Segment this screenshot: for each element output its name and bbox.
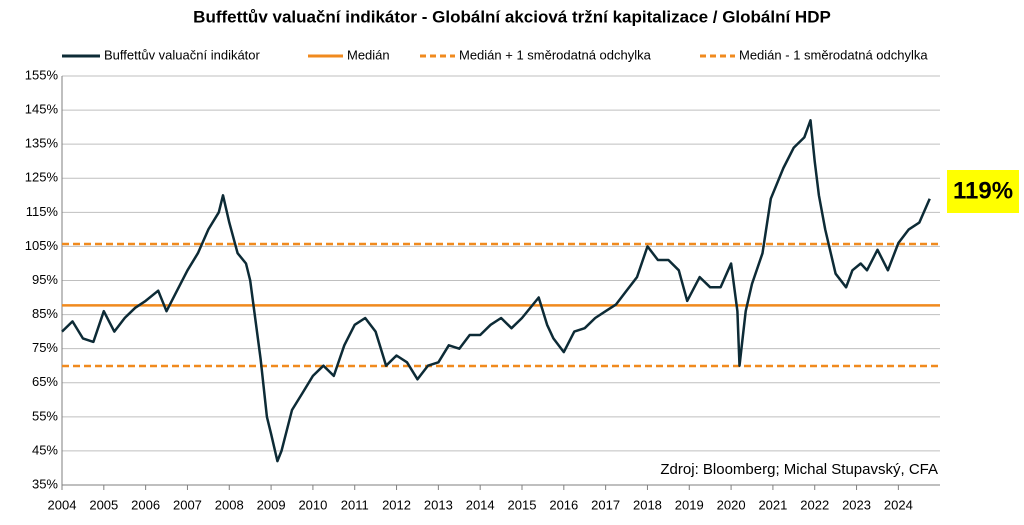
x-tick-label: 2007: [173, 497, 202, 512]
x-tick-label: 2014: [466, 497, 495, 512]
x-tick-label: 2021: [758, 497, 787, 512]
legend-label: Medián - 1 směrodatná odchylka: [739, 47, 928, 62]
x-tick-label: 2015: [508, 497, 537, 512]
x-tick-label: 2024: [884, 497, 913, 512]
y-tick-label: 85%: [32, 306, 58, 321]
x-tick-label: 2022: [800, 497, 829, 512]
source-note: Zdroj: Bloomberg; Michal Stupavský, CFA: [660, 461, 938, 478]
y-tick-label: 135%: [25, 136, 59, 151]
legend-label: Medián + 1 směrodatná odchylka: [459, 47, 652, 62]
x-tick-label: 2012: [382, 497, 411, 512]
y-tick-label: 65%: [32, 374, 58, 389]
y-tick-label: 45%: [32, 442, 58, 457]
legend-label: Buffettův valuační indikátor: [104, 47, 261, 62]
x-tick-label: 2020: [717, 497, 746, 512]
y-tick-label: 75%: [32, 340, 58, 355]
y-tick-label: 125%: [25, 170, 59, 185]
y-tick-label: 155%: [25, 67, 59, 82]
x-tick-label: 2006: [131, 497, 160, 512]
x-tick-label: 2023: [842, 497, 871, 512]
legend-label: Medián: [347, 47, 390, 62]
x-tick-label: 2005: [89, 497, 118, 512]
x-tick-label: 2009: [257, 497, 286, 512]
y-tick-label: 145%: [25, 102, 59, 117]
x-tick-label: 2018: [633, 497, 662, 512]
last-value-label: 119%: [953, 177, 1013, 204]
x-tick-label: 2013: [424, 497, 453, 512]
x-tick-label: 2011: [341, 497, 369, 512]
y-tick-label: 35%: [32, 476, 58, 491]
chart-title: Buffettův valuační indikátor - Globální …: [193, 7, 831, 26]
x-tick-label: 2017: [591, 497, 620, 512]
x-tick-label: 2016: [549, 497, 578, 512]
last-value-box: [947, 170, 1019, 213]
x-tick-label: 2010: [298, 497, 327, 512]
y-tick-label: 95%: [32, 272, 58, 287]
y-tick-label: 115%: [26, 204, 59, 219]
y-tick-label: 55%: [32, 408, 58, 423]
x-tick-label: 2008: [215, 497, 244, 512]
y-tick-label: 105%: [25, 238, 59, 253]
x-tick-label: 2019: [675, 497, 704, 512]
series-line: [61, 119, 931, 463]
x-tick-label: 2004: [48, 497, 77, 512]
legend: Buffettův valuační indikátor Medián Medi…: [62, 47, 928, 62]
